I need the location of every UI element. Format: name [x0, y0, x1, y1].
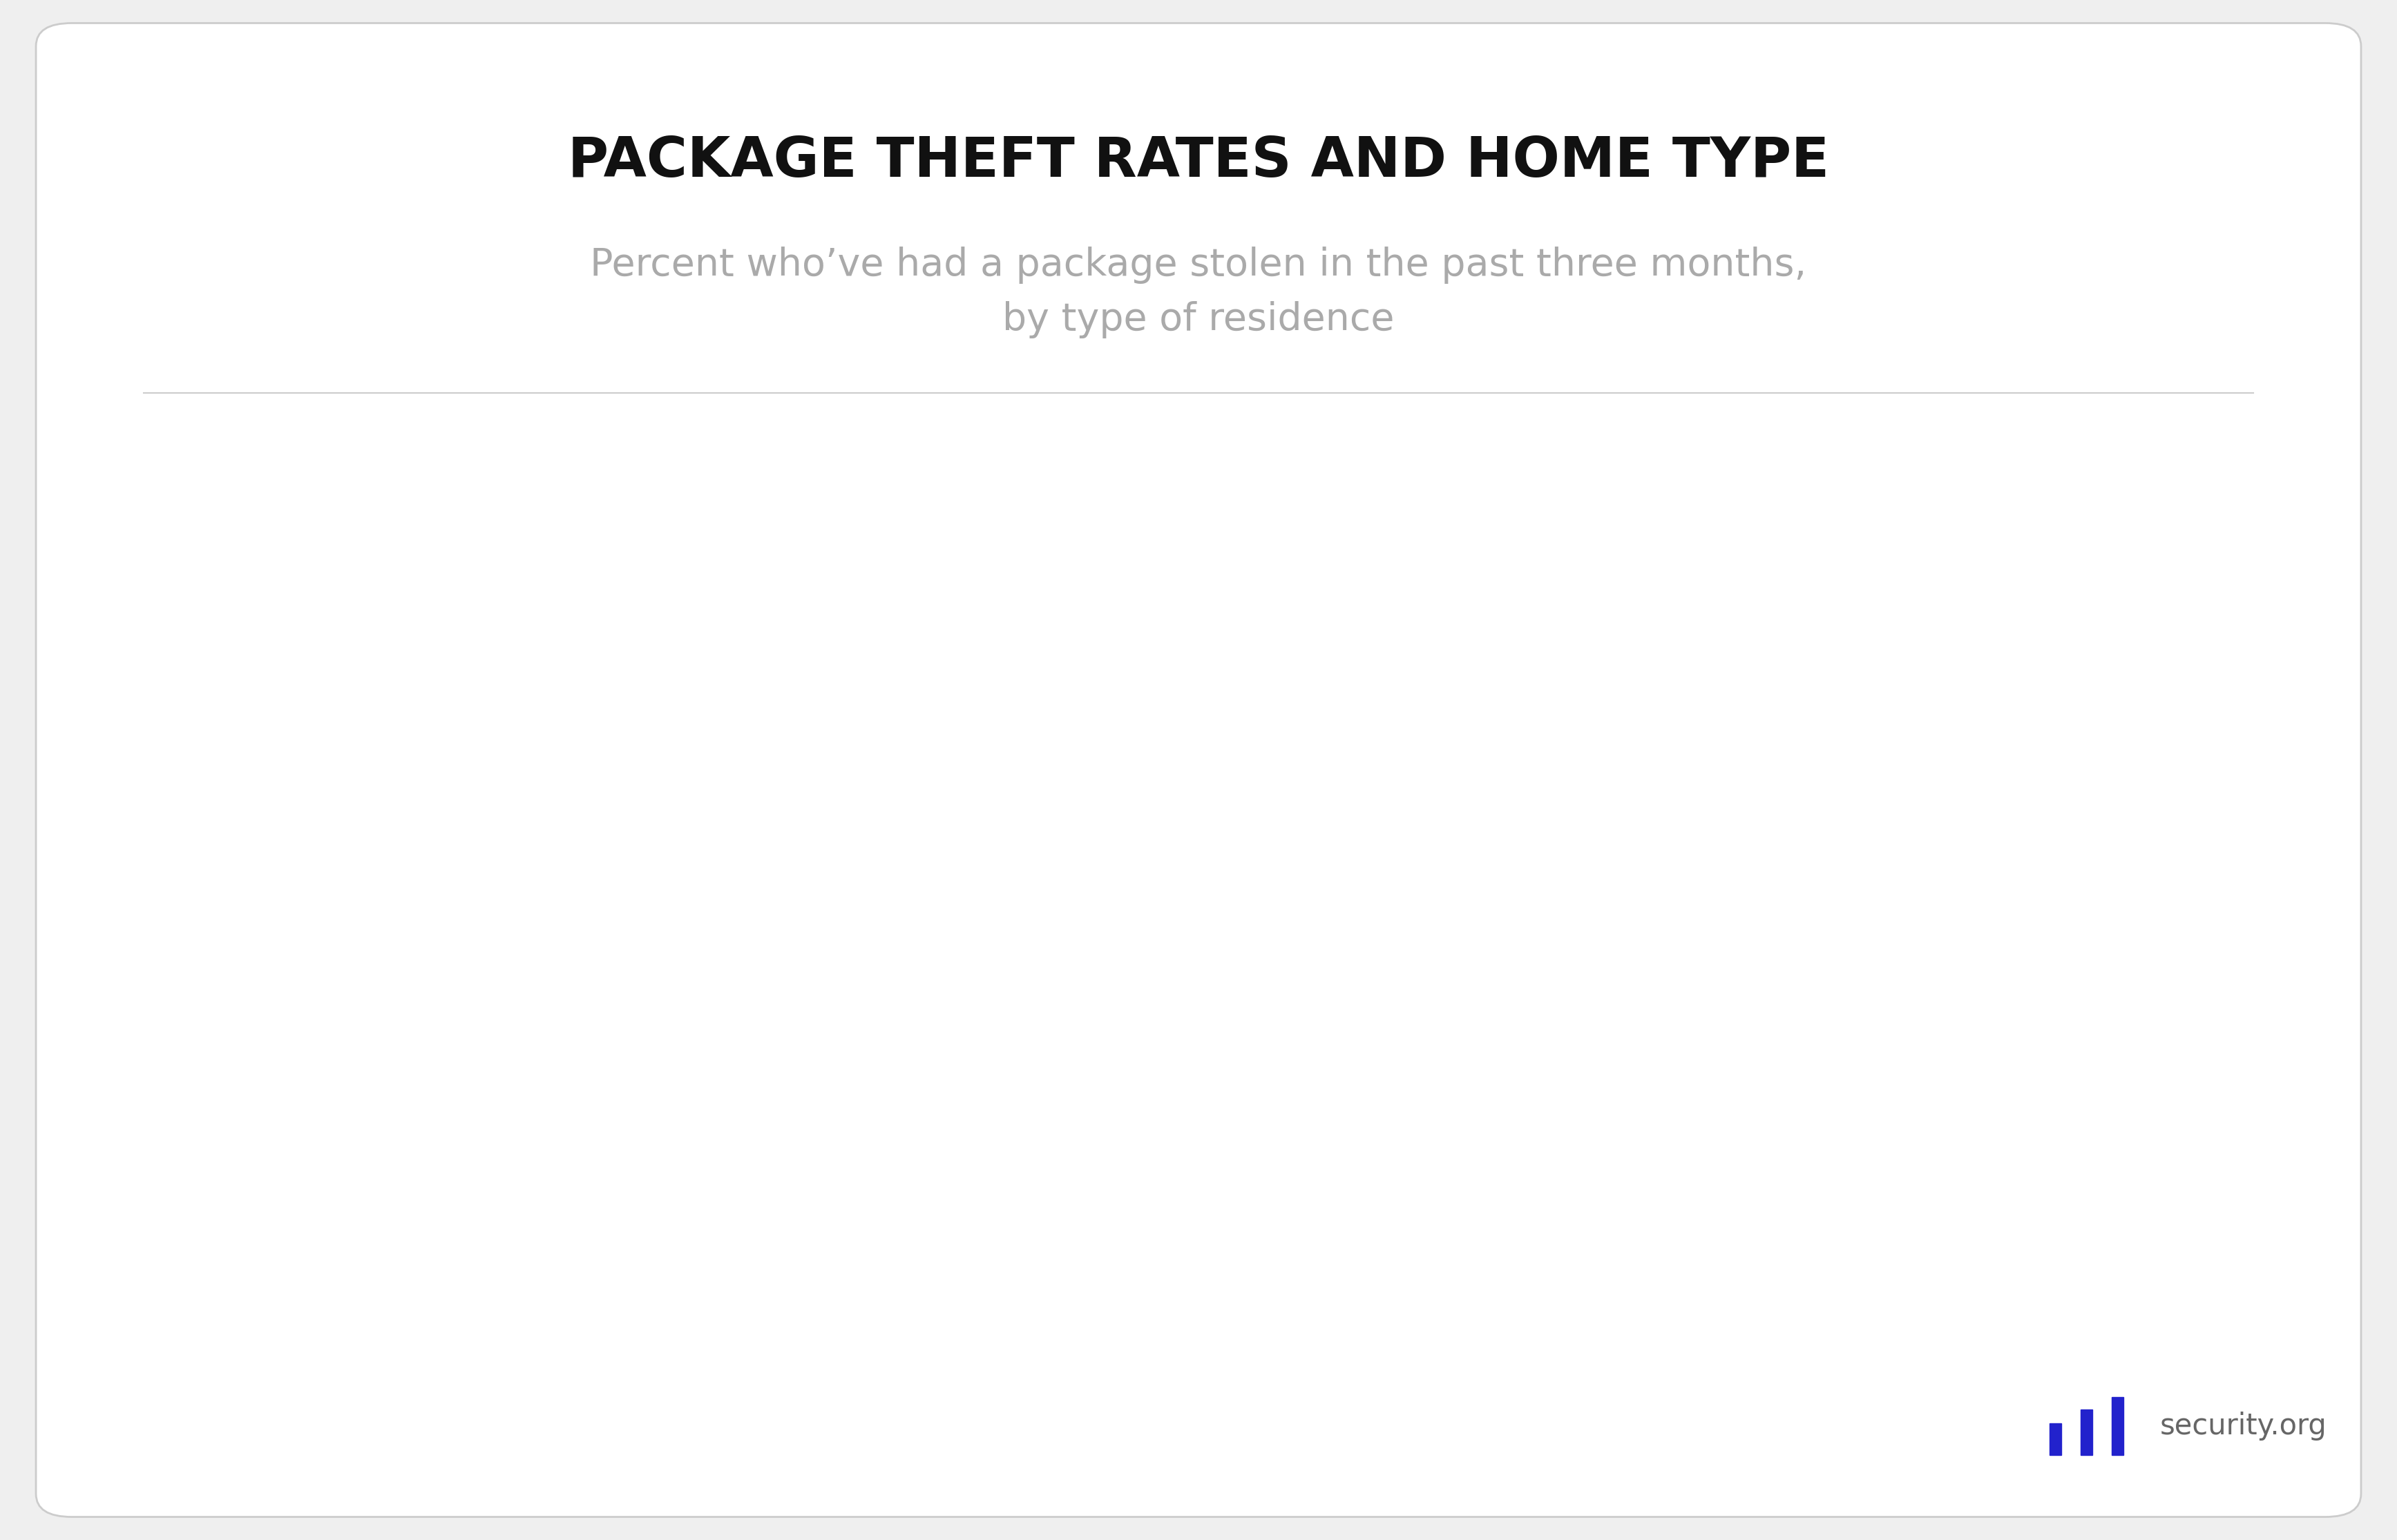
Text: %: % [618, 545, 669, 593]
Text: %: % [1232, 815, 1282, 862]
Text: 5: 5 [1153, 788, 1206, 862]
Text: PACKAGE THEFT RATES AND HOME TYPE: PACKAGE THEFT RATES AND HOME TYPE [568, 136, 1829, 188]
Bar [455, 604, 762, 1324]
Text: 3: 3 [1767, 969, 1819, 1043]
Text: Percent who’ve had a package stolen in the past three months,
by type of residen: Percent who’ve had a package stolen in t… [590, 246, 1807, 339]
Text: %: % [1846, 995, 1896, 1043]
Bar [1683, 1053, 1990, 1324]
Bar [1069, 873, 1376, 1324]
Text: security.org: security.org [2160, 1412, 2327, 1440]
Text: 8: 8 [537, 519, 592, 593]
